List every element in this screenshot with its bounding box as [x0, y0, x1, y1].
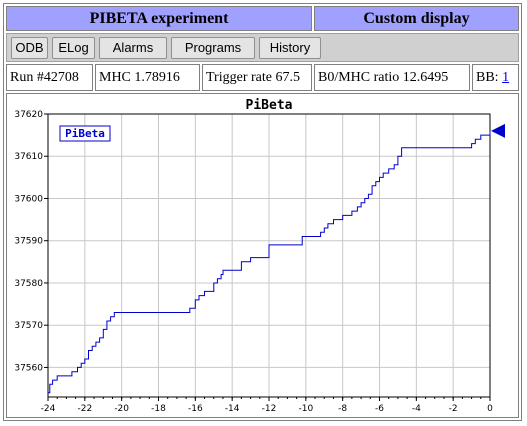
bb-cell: BB: 1 — [472, 64, 519, 91]
x-tick-label: -20 — [114, 404, 129, 414]
legend-label-pibeta: PiBeta — [65, 127, 105, 140]
x-tick-label: -6 — [375, 404, 384, 414]
programs-button[interactable]: Programs — [171, 37, 255, 59]
y-tick-label: 37610 — [14, 152, 43, 162]
y-tick-label: 37590 — [14, 237, 43, 247]
y-tick-label: 37570 — [14, 321, 43, 331]
status-row: Run #42708 MHC 1.78916 Trigger rate 67.5… — [6, 64, 519, 91]
legend-box — [59, 125, 111, 142]
chart-title: PiBeta — [246, 98, 293, 113]
chart-svg: PiBeta 37560 37570 37580 37590 37600 37610 3762… — [14, 98, 505, 414]
title-bar: PIBETA experiment Custom display — [6, 6, 519, 31]
x-tick-label: -18 — [151, 404, 166, 414]
y-tick-label: 37580 — [14, 279, 43, 289]
x-tick-label: -12 — [262, 404, 277, 414]
custom-display-link[interactable]: Custom display — [314, 6, 519, 31]
x-tick-label: -8 — [338, 404, 347, 414]
b0-mhc-ratio: B0/MHC ratio 12.6495 — [314, 64, 470, 91]
y-tick-label: 37560 — [14, 363, 43, 373]
x-tick-label: -4 — [412, 404, 421, 414]
x-tick-label: -10 — [298, 404, 313, 414]
x-tick-label: -2 — [449, 404, 458, 414]
run-number: Run #42708 — [6, 64, 93, 91]
bb-label: BB: — [476, 70, 499, 85]
x-tick-label: -14 — [225, 404, 240, 414]
odb-button[interactable]: ODB — [11, 37, 48, 59]
x-tick-label: 0 — [487, 404, 493, 414]
current-value-marker — [491, 123, 505, 138]
x-tick-label: -24 — [41, 404, 56, 414]
y-tick-label: 37600 — [14, 194, 43, 204]
history-chart: PiBeta 37560 37570 37580 37590 37600 37610 3762… — [6, 93, 519, 418]
elog-button[interactable]: ELog — [52, 37, 95, 59]
plot-frame — [47, 113, 491, 398]
series-line-pibeta — [48, 130, 491, 394]
mhc-value: MHC 1.78916 — [95, 64, 200, 91]
button-bar: ODB ELog Alarms Programs History — [6, 33, 519, 62]
x-tick-label: -16 — [188, 404, 203, 414]
history-button[interactable]: History — [259, 37, 321, 59]
y-tick-label: 37620 — [14, 110, 43, 120]
trigger-rate: Trigger rate 67.5 — [202, 64, 312, 91]
x-tick-label: -22 — [77, 404, 92, 414]
alarms-button[interactable]: Alarms — [99, 37, 167, 59]
bb-link[interactable]: 1 — [502, 70, 510, 85]
experiment-title: PIBETA experiment — [6, 6, 312, 31]
